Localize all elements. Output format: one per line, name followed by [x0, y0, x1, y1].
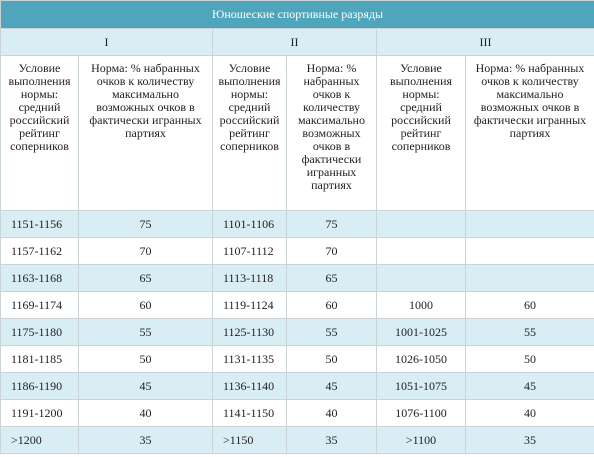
cell: 1131-1135 — [212, 345, 287, 373]
data-row: 1157-1162 70 1107-1112 70 — [0, 237, 594, 265]
cell: 1119-1124 — [212, 291, 287, 319]
cell: 1107-1112 — [212, 237, 287, 265]
cell: 75 — [78, 210, 213, 238]
data-row: 1169-1174 60 1119-1124 60 1000 60 — [0, 291, 594, 319]
group-header: I — [0, 28, 213, 56]
column-header: Норма: % набранных очков к количеству ма… — [286, 55, 377, 211]
data-row: 1163-1168 65 1113-1118 65 — [0, 264, 594, 292]
data-row: 1181-1185 50 1131-1135 50 1026-1050 50 — [0, 345, 594, 373]
cell: 55 — [464, 318, 594, 346]
cell: 1001-1025 — [376, 318, 466, 346]
cell: 1157-1162 — [0, 237, 79, 265]
cell: 40 — [464, 399, 594, 427]
cell: >1150 — [212, 426, 287, 454]
cell: 1136-1140 — [212, 372, 287, 400]
cell: 35 — [286, 426, 377, 454]
cell: 1101-1106 — [212, 210, 287, 238]
cell — [464, 264, 594, 292]
cell: 45 — [286, 372, 377, 400]
cell: 60 — [464, 291, 594, 319]
cell: 50 — [464, 345, 594, 373]
cell: 1191-1200 — [0, 399, 79, 427]
cell: 1141-1150 — [212, 399, 287, 427]
cell: 50 — [286, 345, 377, 373]
cell: 45 — [464, 372, 594, 400]
column-header: Условие выполнения нормы: средний россий… — [212, 55, 287, 211]
cell — [464, 237, 594, 265]
cell: >1100 — [376, 426, 466, 454]
group-header: II — [212, 28, 377, 56]
cell: 55 — [78, 318, 213, 346]
header-row: Условие выполнения нормы: средний россий… — [0, 55, 594, 211]
cell: 45 — [78, 372, 213, 400]
cell: 75 — [286, 210, 377, 238]
cell: 1186-1190 — [0, 372, 79, 400]
cell: 1151-1156 — [0, 210, 79, 238]
cell: 1076-1100 — [376, 399, 466, 427]
data-row: 1186-1190 45 1136-1140 45 1051-1075 45 — [0, 372, 594, 400]
group-row: I II III — [0, 28, 594, 56]
cell: >1200 — [0, 426, 79, 454]
cell: 65 — [78, 264, 213, 292]
data-row: >1200 35 >1150 35 >1100 35 — [0, 426, 594, 454]
cell: 1175-1180 — [0, 318, 79, 346]
column-header: Норма: % набранных очков к количеству ма… — [464, 55, 594, 211]
cell: 1181-1185 — [0, 345, 79, 373]
cell: 35 — [464, 426, 594, 454]
cell: 40 — [78, 399, 213, 427]
cell: 35 — [78, 426, 213, 454]
cell: 50 — [78, 345, 213, 373]
cell: 70 — [78, 237, 213, 265]
cell: 70 — [286, 237, 377, 265]
column-header: Условие выполнения нормы: средний россий… — [0, 55, 79, 211]
table-title: Юношеские спортивные разряды — [0, 0, 594, 29]
cell: 40 — [286, 399, 377, 427]
data-row: 1175-1180 55 1125-1130 55 1001-1025 55 — [0, 318, 594, 346]
cell: 1125-1130 — [212, 318, 287, 346]
group-header: III — [375, 28, 594, 56]
cell — [376, 237, 466, 265]
cell: 1051-1075 — [376, 372, 466, 400]
cell: 1026-1050 — [376, 345, 466, 373]
title-row: Юношеские спортивные разряды — [0, 0, 594, 29]
cell — [376, 264, 466, 292]
cell — [376, 210, 466, 238]
column-header: Условие выполнения нормы: средний россий… — [376, 55, 466, 211]
cell: 65 — [286, 264, 377, 292]
cell: 1000 — [376, 291, 466, 319]
cell: 1163-1168 — [0, 264, 79, 292]
cell: 1169-1174 — [0, 291, 79, 319]
cell: 60 — [286, 291, 377, 319]
cell — [464, 210, 594, 238]
data-row: 1191-1200 40 1141-1150 40 1076-1100 40 — [0, 399, 594, 427]
cell: 60 — [78, 291, 213, 319]
data-row: 1151-1156 75 1101-1106 75 — [0, 210, 594, 238]
cell: 1113-1118 — [212, 264, 287, 292]
cell: 55 — [286, 318, 377, 346]
column-header: Норма: % набранных очков к количеству ма… — [78, 55, 213, 211]
